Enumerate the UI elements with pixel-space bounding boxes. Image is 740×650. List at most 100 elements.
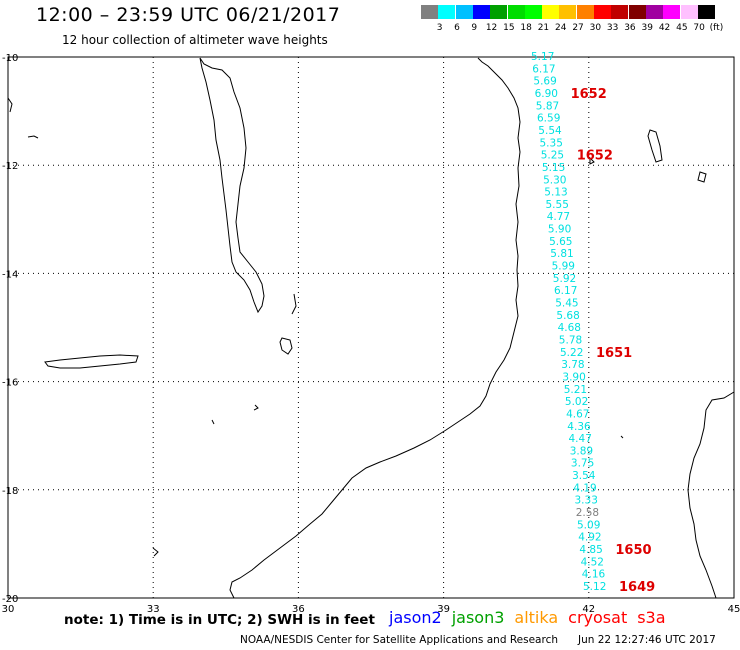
longitude-label: 45 <box>728 604 740 615</box>
colorbar-label: 6 <box>454 23 460 33</box>
coastlines <box>7 57 735 599</box>
colorbar-label: 12 <box>485 23 498 33</box>
wave-height-value: 4.16 <box>582 569 606 581</box>
wave-height-value: 6.59 <box>537 113 560 125</box>
satellite-legend-cryosat: cryosat <box>568 608 628 627</box>
lake-tanganyika <box>7 97 13 113</box>
map-title: 12:00 – 23:59 UTC 06/21/2017 <box>36 4 341 26</box>
island <box>620 435 624 439</box>
wave-height-value: 5.45 <box>555 298 578 310</box>
wave-height-value: 6.17 <box>554 285 577 297</box>
longitude-label: 42 <box>582 604 595 615</box>
colorbar-label: 33 <box>606 23 619 33</box>
satellite-legend-jason3: jason3 <box>451 608 505 627</box>
wave-height-value: 5.90 <box>548 224 571 236</box>
wave-height-value: 5.12 <box>583 581 606 593</box>
colorbar-swatch <box>421 5 438 19</box>
colorbar-label: 45 <box>676 23 688 33</box>
colorbar-label: 30 <box>589 23 602 33</box>
colorbar-swatch <box>438 5 456 19</box>
wave-height-value: 5.68 <box>556 310 579 322</box>
colorbar-swatch <box>680 5 698 19</box>
latitude-label: -20 <box>2 594 18 605</box>
wave-height-value: 4.19 <box>573 482 596 494</box>
colorbar-label: 21 <box>537 23 550 33</box>
wave-height-value: 5.21 <box>564 384 587 396</box>
small-lake <box>211 419 215 425</box>
colorbar-swatch <box>594 5 611 19</box>
colorbar-swatch <box>576 5 594 19</box>
lake-chilwa <box>279 337 293 355</box>
altimeter-track: 5.176.175.696.905.876.595.545.355.255.15… <box>531 51 606 593</box>
satellite-legend: jason2 jason3 altika cryosat s3a <box>389 608 676 627</box>
longitude-label: 36 <box>292 604 305 615</box>
colorbar-swatch <box>542 5 560 19</box>
satellite-legend-jason2: jason2 <box>389 608 442 627</box>
colorbar-swatch <box>490 5 508 19</box>
colorbar-label: 3 <box>436 23 443 33</box>
wave-height-value: 5.02 <box>565 396 588 408</box>
latitude-label: -16 <box>2 378 18 389</box>
wave-height-value: 6.90 <box>535 88 558 100</box>
time-tag: 1652 <box>571 87 607 102</box>
wave-height-value: 4.36 <box>567 421 591 433</box>
latitude-label: -10 <box>2 53 18 64</box>
wave-height-value: 4.67 <box>566 408 589 420</box>
wave-height-value: 5.81 <box>550 248 573 260</box>
wave-height-value: 5.99 <box>552 261 575 273</box>
time-tag: 1652 <box>577 149 613 164</box>
longitude-label: 33 <box>147 604 160 615</box>
wave-height-value: 3.89 <box>570 445 593 457</box>
map-subtitle: 12 hour collection of altimeter wave hei… <box>62 33 328 47</box>
small-lake <box>253 404 259 411</box>
wave-height-value: 4.47 <box>569 433 592 445</box>
longitude-label: 39 <box>437 604 450 615</box>
latitude-label: -18 <box>2 486 18 497</box>
wave-height-value: 5.69 <box>533 76 556 88</box>
wave-height-value: 5.13 <box>544 187 567 199</box>
longitude-label: 30 <box>2 604 15 615</box>
latitude-label: -12 <box>2 161 18 172</box>
wave-height-value: 4.68 <box>558 322 581 334</box>
wave-height-value: 2.58 <box>576 507 599 519</box>
madagascar-coastline <box>687 391 735 599</box>
wave-height-value: 3.90 <box>562 372 585 384</box>
colorbar-label: 36 <box>624 23 636 33</box>
colorbar-label: 15 <box>503 23 515 33</box>
wave-height-value: 3.54 <box>572 470 596 482</box>
wave-height-value: 4.92 <box>578 532 601 544</box>
colorbar-label: 42 <box>658 23 671 33</box>
wave-height-value: 3.33 <box>575 495 598 507</box>
colorbar-label: 39 <box>641 23 653 33</box>
wave-height-value: 5.35 <box>540 137 563 149</box>
lake-kariba <box>44 354 139 369</box>
wave-height-value: 3.78 <box>561 359 584 371</box>
time-tags: 1652 1652 1651 1650 1649 <box>571 87 656 595</box>
wave-height-value: 5.30 <box>543 174 566 186</box>
generated-timestamp: Jun 22 12:27:46 UTC 2017 <box>578 634 716 646</box>
time-tag: 1649 <box>619 580 655 595</box>
footer-note: note: 1) Time is in UTC; 2) SWH is in fe… <box>64 612 375 628</box>
colorbar-swatch <box>472 5 490 19</box>
map-frame <box>7 56 735 599</box>
wave-height-value: 5.65 <box>549 236 572 248</box>
colorbar-swatch <box>559 5 577 19</box>
colorbar-swatch <box>697 5 715 19</box>
wave-height-value: 5.17 <box>531 51 554 63</box>
colorbar-label: 27 <box>572 23 584 33</box>
wave-height-value: 5.92 <box>553 273 576 285</box>
lake-malawi <box>199 57 265 314</box>
colorbar-swatch <box>663 5 681 19</box>
colorbar-label: 70 <box>693 23 705 33</box>
wave-height-value: 4.77 <box>547 211 570 223</box>
satellite-legend-s3a: s3a <box>637 608 666 627</box>
africa-coastline <box>229 57 521 599</box>
wave-height-value: 5.54 <box>538 125 562 137</box>
comoros-anjouan <box>589 156 595 165</box>
colorbar-swatch <box>645 5 663 19</box>
colorbar-swatch <box>524 5 542 19</box>
comoros-grande-comore <box>647 129 663 163</box>
colorbar-label: (ft) <box>709 23 724 33</box>
wave-height-value: 4.52 <box>581 556 604 568</box>
